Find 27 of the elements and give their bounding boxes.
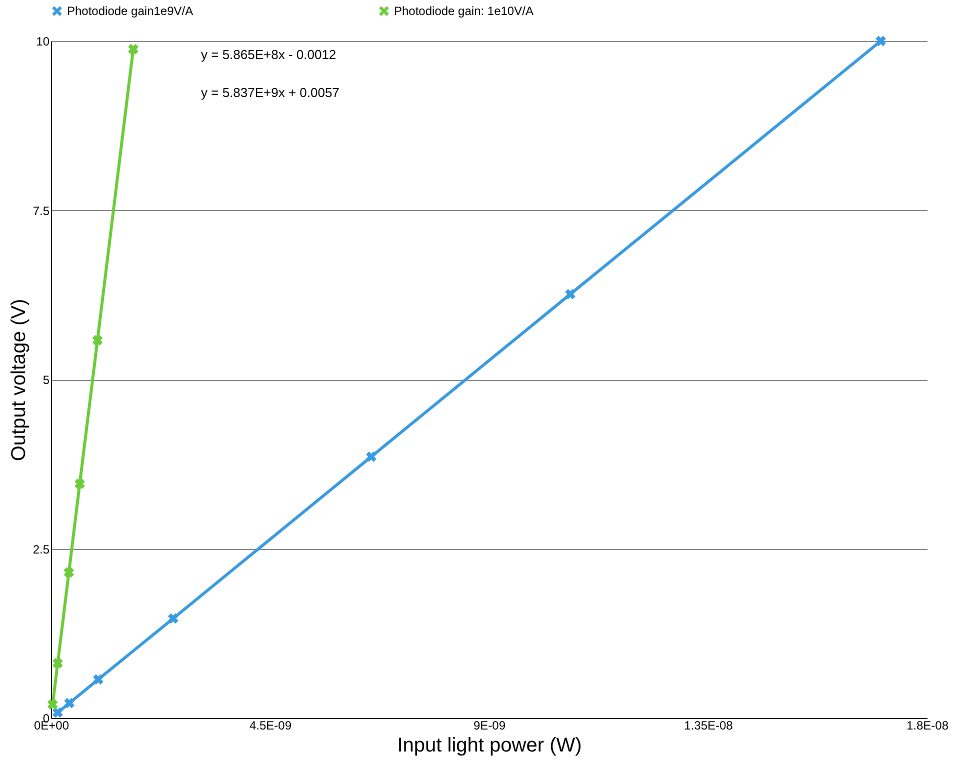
y-tick-label: 7.5	[32, 204, 50, 218]
x-tick-label: 9E-09	[473, 718, 506, 732]
point	[565, 289, 576, 300]
x-tick-label: 1.35E-08	[684, 718, 734, 732]
legend-label: Photodiode gain: 1e10V/A	[394, 4, 534, 18]
legend-label: Photodiode gain1e9V/A	[67, 4, 194, 18]
annotation: y = 5.865E+8x - 0.0012	[201, 47, 336, 62]
point	[74, 478, 85, 489]
x-axis-title: Input light power (W)	[397, 734, 582, 756]
y-tick-label: 10	[36, 34, 50, 48]
point	[47, 699, 58, 710]
x-tick-label: 1.8E-08	[906, 718, 949, 732]
y-axis-title: Output voltage (V)	[8, 298, 30, 462]
point	[128, 44, 138, 54]
y-tick-label: 2.5	[32, 542, 50, 556]
point	[64, 698, 75, 708]
point	[52, 658, 63, 668]
y-tick-label: 5	[42, 373, 50, 387]
annotation: y = 5.837E+9x + 0.0057	[201, 85, 340, 100]
point	[52, 707, 63, 718]
point	[366, 451, 376, 462]
point	[93, 674, 104, 685]
point	[92, 335, 103, 346]
point	[168, 613, 178, 624]
point	[876, 36, 886, 46]
x-tick-label: 4.5E-09	[249, 718, 292, 732]
point	[64, 567, 74, 578]
